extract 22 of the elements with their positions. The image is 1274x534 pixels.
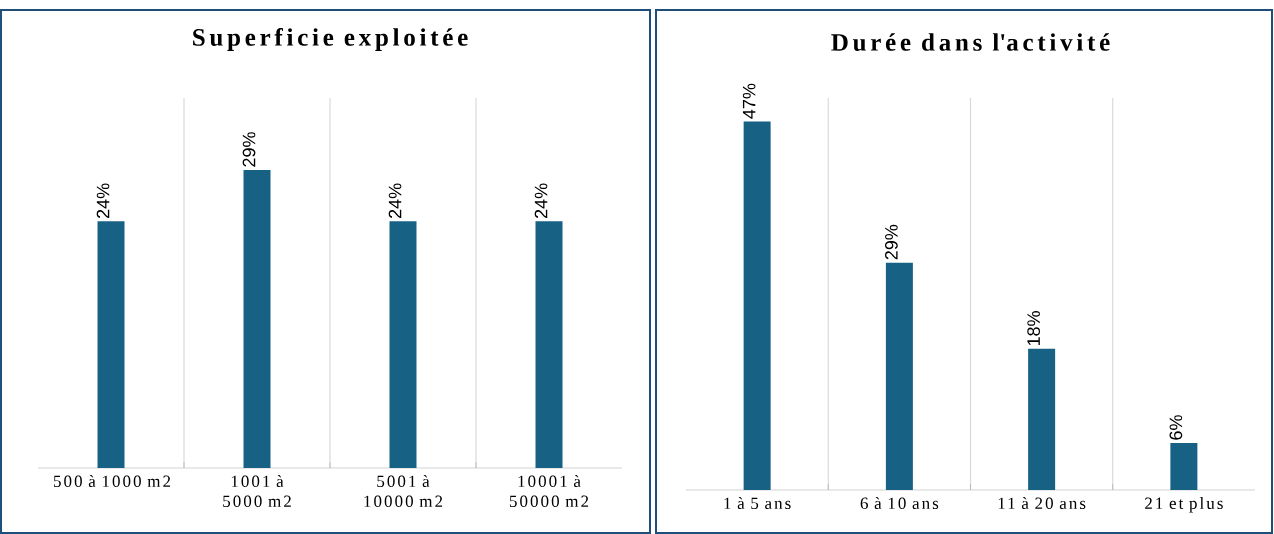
bar (1028, 348, 1056, 490)
x-tick-label: 6 à 10 ans (860, 497, 939, 510)
data-label: 29% (242, 132, 256, 167)
x-tick-label: 500 à 1000 m2 (53, 475, 171, 488)
data-label: 24% (534, 183, 548, 219)
x-tick-label: 11 à 20 ans (998, 497, 1086, 510)
data-label: 47% (742, 83, 756, 119)
data-label: 24% (388, 183, 402, 219)
data-label: 18% (1027, 311, 1041, 346)
x-tick-label: 1001 à 5000 m2 (223, 475, 291, 508)
chart-title: Superficie exploitée (193, 28, 468, 51)
chart-title: Durée dans l'activité (831, 33, 1110, 51)
bar (743, 121, 771, 490)
bar (885, 262, 913, 490)
bar (1170, 442, 1198, 490)
x-tick-label: 1 à 5 ans (724, 497, 791, 510)
data-label: 24% (96, 183, 110, 219)
x-tick-label: 21 et plus (1145, 497, 1223, 513)
x-tick-label: 5001 à 10000 m2 (364, 475, 443, 508)
x-tick-label: 10001 à 50000 m2 (509, 475, 589, 508)
data-label: 29% (885, 224, 898, 260)
data-label: 6% (1169, 415, 1183, 440)
